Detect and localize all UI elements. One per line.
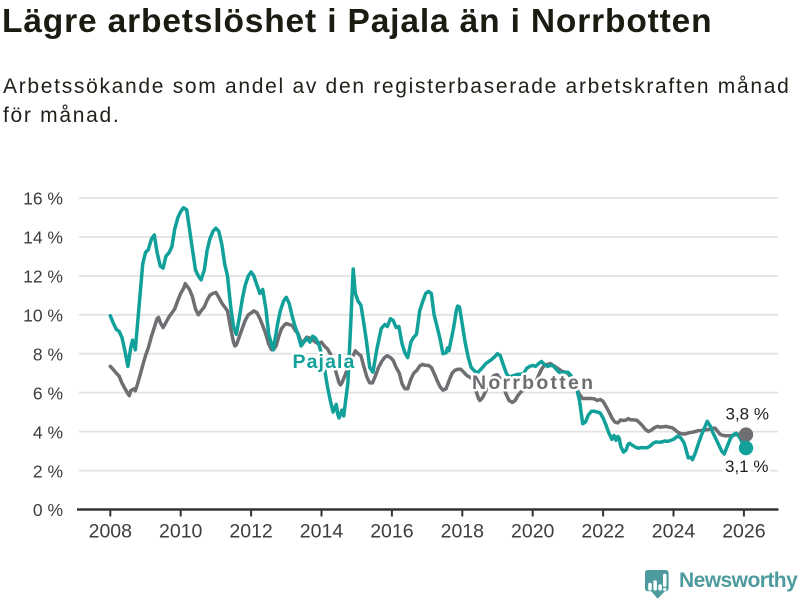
svg-text:Pajala: Pajala xyxy=(293,351,356,373)
svg-text:3,1 %: 3,1 % xyxy=(725,457,768,476)
svg-text:6 %: 6 % xyxy=(33,383,63,403)
svg-text:3,8 %: 3,8 % xyxy=(726,404,769,423)
svg-text:10 %: 10 % xyxy=(23,306,63,326)
svg-text:2026: 2026 xyxy=(722,521,765,543)
svg-text:2008: 2008 xyxy=(89,521,132,543)
svg-text:2022: 2022 xyxy=(581,521,624,543)
svg-text:Norrbotten: Norrbotten xyxy=(472,372,595,394)
svg-text:14 %: 14 % xyxy=(23,228,63,248)
svg-text:2020: 2020 xyxy=(511,521,555,543)
svg-text:2024: 2024 xyxy=(652,521,696,543)
svg-text:12 %: 12 % xyxy=(23,267,63,287)
svg-text:2 %: 2 % xyxy=(33,461,63,481)
svg-text:2012: 2012 xyxy=(229,521,272,543)
svg-text:2018: 2018 xyxy=(441,521,484,543)
svg-text:2010: 2010 xyxy=(159,521,203,543)
svg-text:2014: 2014 xyxy=(300,521,344,543)
svg-text:8 %: 8 % xyxy=(33,344,63,364)
svg-text:2016: 2016 xyxy=(370,521,413,543)
svg-text:0 %: 0 % xyxy=(33,500,63,520)
svg-text:4 %: 4 % xyxy=(33,422,63,442)
svg-text:16 %: 16 % xyxy=(23,189,63,209)
